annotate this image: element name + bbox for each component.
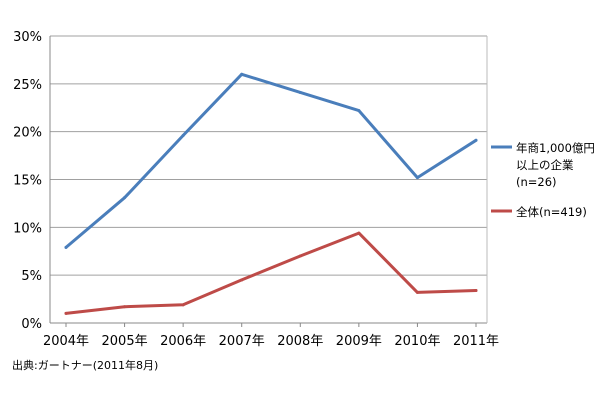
y-tick-label: 20% [13,126,42,141]
data-point [474,138,478,142]
legend-label: 全体(n=419) [516,205,587,219]
x-tick-label: 2006年 [160,334,206,349]
data-point [415,290,419,294]
data-point [64,311,68,315]
data-point [181,133,185,137]
y-tick-label: 25% [13,78,42,93]
legend-label: 以上の企業 [516,158,574,172]
gridlines [50,35,487,276]
series-lines [64,72,478,315]
data-point [357,109,361,113]
y-axis-ticks: 0% 5% 10% 15% 20% 25% 30% [13,30,42,332]
legend-label: (n=26) [516,175,557,189]
data-point [240,72,244,76]
y-tick-label: 15% [13,174,42,189]
data-point [298,90,302,94]
x-tick-label: 2011年 [453,334,499,349]
data-point [415,176,419,180]
axes [49,36,488,324]
data-point [123,196,127,200]
y-tick-label: 30% [13,30,42,45]
x-tick-label: 2005年 [102,334,148,349]
data-point [64,245,68,249]
data-point [357,231,361,235]
data-point [123,305,127,309]
y-tick-label: 0% [21,317,42,332]
series-line-2 [64,231,478,315]
x-tick-label: 2009年 [336,334,382,349]
x-tick-label: 2008年 [277,334,323,349]
data-point [240,278,244,282]
y-tick-label: 10% [13,221,42,236]
data-point [474,288,478,292]
x-axis-ticks: 2004年 2005年 2006年 2007年 2008年 2009年 2010年 2011年 [43,323,499,349]
legend-label: 年商1,000億円 [516,141,595,155]
x-tick-label: 2010年 [394,334,440,349]
source-note: 出典:ガートナー(2011年8月) [12,359,159,372]
data-point [298,254,302,258]
x-tick-label: 2007年 [219,334,265,349]
y-tick-label: 5% [21,269,42,284]
series-line-1 [64,72,478,249]
data-point [181,303,185,307]
x-tick-label: 2004年 [43,334,89,349]
